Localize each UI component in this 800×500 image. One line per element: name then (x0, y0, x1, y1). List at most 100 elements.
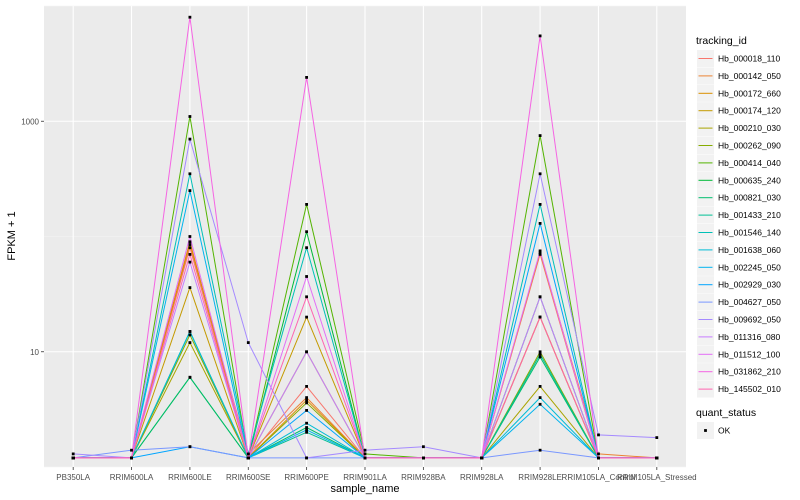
legend-label: Hb_002929_030 (718, 280, 781, 290)
data-point (246, 456, 250, 460)
x-axis-title: sample_name (330, 483, 399, 495)
legend-label: Hb_002245_050 (718, 262, 781, 272)
data-points (71, 15, 659, 460)
data-point (188, 115, 192, 118)
data-point (188, 333, 192, 337)
data-point (188, 240, 192, 244)
legend-label: Hb_001546_140 (718, 228, 781, 238)
data-point (480, 456, 484, 460)
legend-label: Hb_031862_210 (718, 367, 781, 377)
legend-label: Hb_000635_240 (718, 175, 781, 185)
x-tick-label: RRIM928BA (401, 473, 446, 482)
data-point (422, 445, 425, 449)
data-point (655, 436, 659, 439)
data-point (305, 426, 308, 429)
data-point (305, 350, 308, 354)
legend-label: Hb_145502_010 (718, 384, 781, 394)
data-point (305, 396, 308, 399)
legend-label: Hb_000172_660 (718, 88, 781, 98)
legend-label: Hb_011512_100 (718, 349, 781, 359)
data-point (538, 249, 542, 253)
x-tick-label: RRIM600PE (284, 473, 328, 482)
data-point (538, 352, 542, 356)
data-point (538, 350, 542, 354)
data-point (597, 456, 600, 460)
data-point (538, 385, 542, 388)
x-tick-label: RRIM105LA_Stressed (617, 473, 697, 482)
x-tick-label: RRIM600LE (168, 473, 212, 482)
data-point (188, 260, 192, 264)
data-point (188, 243, 192, 246)
data-point (305, 246, 308, 250)
data-point (655, 456, 659, 460)
x-tick-label: RRIM901LA (343, 473, 387, 482)
x-tick-label: RRIM600SE (226, 473, 270, 482)
y-axis-title: FPKM + 1 (6, 211, 18, 260)
shape-legend-key-point (704, 429, 707, 432)
y-tick-label: 1000 (21, 117, 39, 126)
data-point (305, 230, 308, 234)
data-point (188, 375, 192, 379)
data-point (305, 398, 308, 402)
legend-title: tracking_id (696, 35, 747, 47)
data-point (246, 452, 250, 456)
data-point (188, 286, 192, 289)
x-tick-label: RRIM105LA_Control (562, 473, 636, 482)
data-point (538, 203, 542, 206)
data-point (188, 189, 192, 192)
shape-legend-title: quant_status (696, 407, 756, 419)
legend-label: Hb_000210_030 (718, 123, 781, 133)
data-point (188, 330, 192, 333)
data-point (538, 222, 542, 225)
data-point (305, 421, 308, 425)
y-tick-label: 10 (30, 348, 39, 357)
data-point (305, 430, 308, 434)
data-point (188, 246, 192, 250)
legend-label: Hb_000414_040 (718, 158, 781, 168)
legend-label: Hb_000174_120 (718, 106, 781, 116)
legend-label: Hb_011316_080 (718, 332, 781, 342)
data-point (188, 172, 192, 176)
data-point (71, 452, 75, 456)
shape-legend-items: OK (697, 422, 731, 439)
data-point (188, 137, 192, 141)
x-axis-ticks: PB350LA RRIM600LA RRIM600LE RRIM600SE RRIM60… (56, 467, 697, 482)
data-point (71, 456, 75, 460)
data-point (305, 428, 308, 432)
data-point (305, 203, 308, 206)
legend: tracking_id Hb_000018_110Hb_000142_050Hb… (696, 35, 781, 439)
data-point (130, 448, 133, 452)
x-tick-label: PB350LA (56, 473, 90, 482)
data-point (538, 448, 542, 452)
data-point (538, 251, 542, 255)
data-point (422, 456, 425, 460)
data-point (305, 315, 308, 319)
data-point (305, 275, 308, 278)
legend-label: Hb_000142_050 (718, 71, 781, 81)
data-point (305, 295, 308, 299)
data-point (305, 409, 308, 412)
data-point (246, 341, 250, 344)
data-point (305, 76, 308, 79)
data-point (188, 15, 192, 19)
legend-label: Hb_004627_050 (718, 297, 781, 307)
data-point (538, 355, 542, 359)
legend-items: Hb_000018_110 Hb_000142_050 Hb_000172_660 H… (697, 50, 781, 398)
data-point (597, 433, 600, 437)
legend-label: Hb_000262_090 (718, 141, 781, 151)
data-point (305, 385, 308, 388)
data-point (538, 172, 542, 176)
data-point (188, 253, 192, 256)
data-point (363, 448, 367, 452)
data-point (363, 456, 367, 460)
x-tick-label: RRIM928LA (460, 473, 504, 482)
data-point (305, 456, 308, 460)
x-tick-label: RRIM600LA (110, 473, 154, 482)
data-point (538, 253, 542, 256)
data-point (597, 452, 600, 456)
legend-label: Hb_009692_050 (718, 315, 781, 325)
data-point (538, 134, 542, 137)
data-point (538, 315, 542, 319)
data-point (538, 295, 542, 299)
